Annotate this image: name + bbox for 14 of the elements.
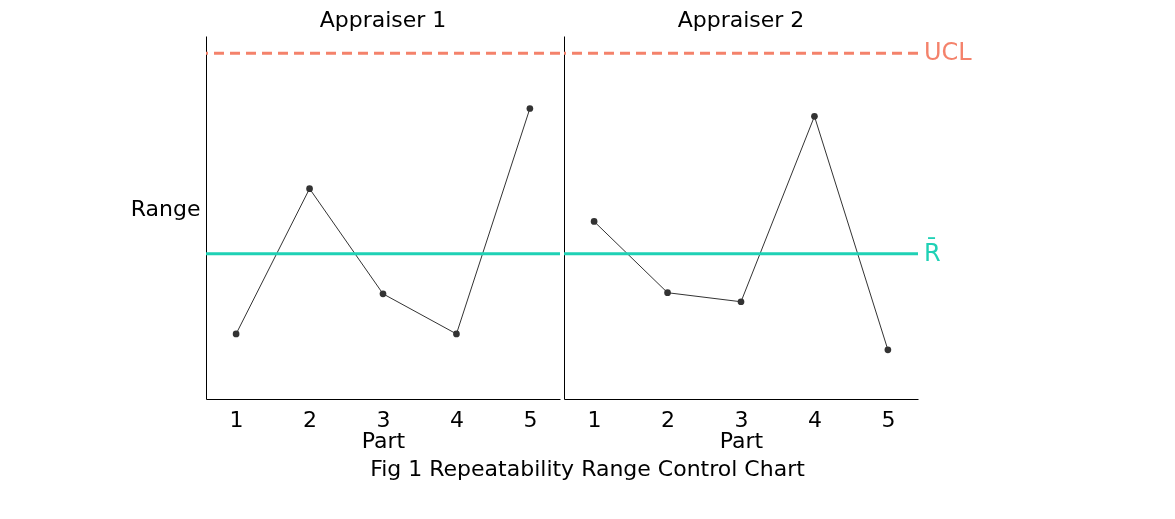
ref-line-label: UCL <box>924 38 973 67</box>
chart-title: Appraiser 2 <box>677 7 805 32</box>
x-tick-label: 5 <box>523 406 538 432</box>
x-tick-label: 2 <box>661 406 676 432</box>
x-tick-label: 1 <box>229 406 244 432</box>
x-tick-label: 4 <box>807 406 822 432</box>
caption: Fig 1 Repeatability Range Control Chart <box>369 456 806 481</box>
x-tick-label: 2 <box>303 406 318 432</box>
x-tick-label: 1 <box>587 406 602 432</box>
ref-line-label: R̄ <box>924 237 941 267</box>
x-tick-label: 4 <box>449 406 464 432</box>
x-tick-label: 5 <box>881 406 896 432</box>
y-axis-title: Range <box>130 195 201 221</box>
chart-title: Appraiser 1 <box>319 7 447 32</box>
